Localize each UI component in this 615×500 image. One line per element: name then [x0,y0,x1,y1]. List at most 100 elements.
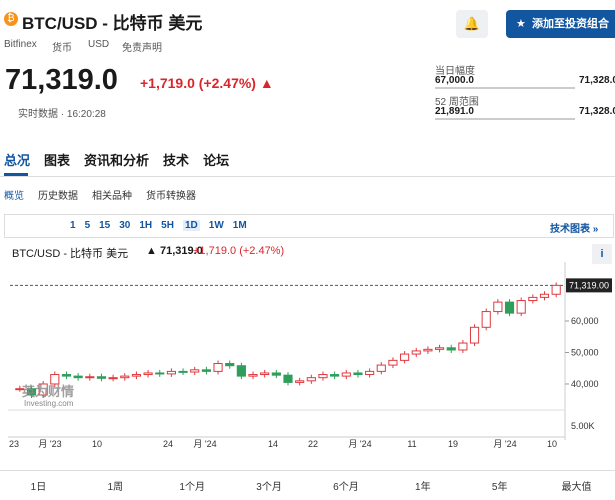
candle [225,363,235,367]
x-tick-label: 月 '24 [193,439,216,449]
info-button[interactable]: i [592,244,612,264]
change: +1,719.0 (+2.47%) ▲ [140,75,274,91]
candle [493,301,503,313]
candle [481,311,491,328]
tab[interactable]: 论坛 [203,153,230,168]
x-tick-label: 11 [407,439,416,449]
coin-icon: ₿ [4,12,18,26]
interval[interactable]: 5H [161,220,174,231]
intervals: 1 5 15 30 1H 5H 1D 1W 1M [70,220,247,231]
asset-type: 货币 [52,43,72,54]
day-label: 当日幅度 [435,66,475,77]
interval[interactable]: 1W [208,220,224,231]
week52-label: 52 周范围 [435,97,479,108]
candle [201,369,211,372]
candle [400,353,410,361]
disclaimer[interactable]: 免责声明 [122,43,162,54]
volume-tick-label: 5.00K [571,421,595,431]
tab[interactable]: 总况 [4,153,31,168]
y-tick-label: 60,000 [571,316,599,326]
candle [236,365,246,377]
tab[interactable]: 技术 [163,153,190,168]
interval[interactable]: 30 [119,220,131,231]
week52-low: 21,891.0 [435,106,474,117]
candle [434,347,445,350]
chart-price: ▲ 71,319.0 [146,245,203,257]
last-price-label: 71,319.00 [569,280,609,290]
candle [353,372,363,376]
subtab[interactable]: 概览 [4,191,24,202]
candle [516,300,526,314]
interval[interactable]: 1D [182,220,200,231]
change-text: +1,719.0 (+2.47%) [140,75,256,91]
interval[interactable]: 15 [99,220,111,231]
period[interactable]: 6个月 [333,482,359,493]
period[interactable]: 最大值 [561,482,592,493]
period[interactable]: 1日 [30,482,47,493]
candle [260,372,270,376]
candle [411,350,421,355]
candle [85,376,95,379]
periods: 1日 1周 1个月 3个月 6个月 1年 5年 最大值 [0,470,615,493]
chart-change: +1,719.0 (+2.47%) [193,245,284,257]
subtab[interactable]: 历史数据 [38,191,78,202]
x-tick-label: 22 [308,439,318,449]
x-tick-label: 月 '23 [38,439,61,449]
watermark: 英为财情 [21,384,74,399]
interval[interactable]: 1M [232,220,247,231]
x-tick-label: 23 [9,439,19,449]
period[interactable]: 3个月 [256,482,282,493]
realtime: 实时数据 · 16:20:28 [18,109,106,120]
x-tick-label: 19 [448,439,458,449]
chart-name: BTC/USD - 比特币 美元 [12,248,129,260]
add-portfolio-button[interactable]: ★ 添加至投资组合 [506,10,615,38]
chart-pct: (+2.47%) [239,245,285,257]
tab[interactable]: 图表 [44,153,71,168]
period[interactable]: 1周 [107,482,124,493]
x-tick-label: 14 [268,439,278,449]
candle [248,374,258,377]
watermark-sub: Investing.com [24,399,74,408]
chart-price-text: 71,319.0 [159,245,203,257]
tech-chart-link[interactable]: 技术图表 » [550,224,599,235]
period[interactable]: 1个月 [179,482,205,493]
candle [539,293,550,298]
candle [528,296,538,302]
x-tick-label: 24 [163,439,173,449]
period[interactable]: 1年 [415,482,431,493]
candle [306,377,316,382]
candle [73,375,83,379]
candle [15,388,25,391]
exchange: Bitfinex [4,39,37,50]
x-tick-label: 10 [547,439,557,449]
day-low: 67,000.0 [435,75,474,86]
candle [61,374,72,377]
candle [166,370,176,375]
interval[interactable]: 1 [70,220,76,231]
candle [283,374,293,383]
y-tick-label: 40,000 [571,379,599,389]
interval[interactable]: 5 [84,220,91,231]
interval[interactable]: 1H [139,220,153,231]
active-tab-underline [4,173,28,176]
tab[interactable]: 资讯和分析 [84,153,150,168]
tab-divider [0,176,615,177]
period[interactable]: 5年 [491,482,508,493]
tabs: 总况 图表 资讯和分析 技术 论坛 [4,150,229,169]
candle [551,284,561,295]
alert-button[interactable]: 🔔 [456,10,488,38]
candle [26,388,37,396]
add-label: 添加至投资组合 [531,18,609,30]
candle [178,370,188,373]
x-tick-label: 月 '24 [493,439,516,449]
candle [365,370,375,376]
currency: USD [88,39,110,50]
subtab[interactable]: 相关品种 [92,191,132,202]
x-tick-label: 月 '24 [348,439,371,449]
candle [120,375,130,379]
subtab[interactable]: 货币转换器 [146,191,196,202]
x-tick-label: 10 [92,439,102,449]
day-high: 71,328.0 [579,75,615,86]
